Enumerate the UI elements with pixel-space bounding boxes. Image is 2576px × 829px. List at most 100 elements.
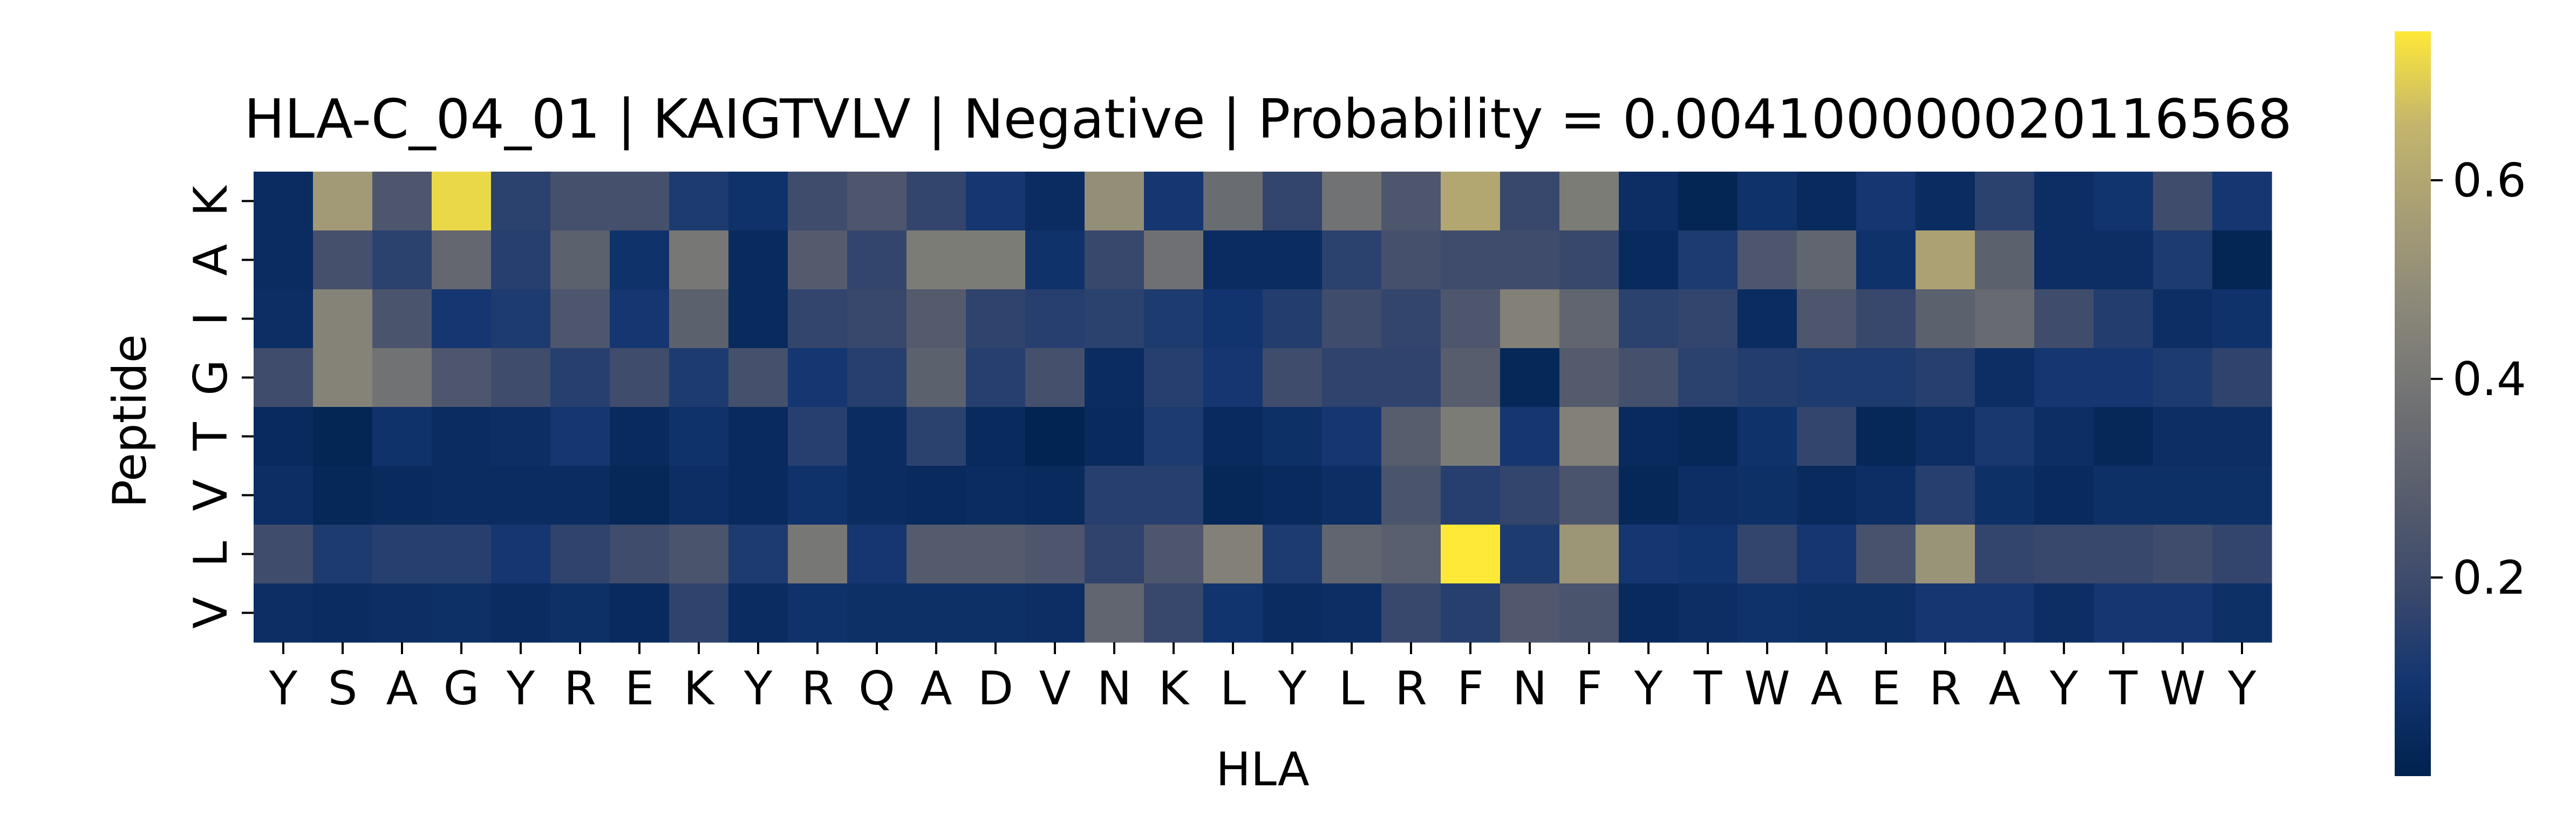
heatmap-cell (1916, 583, 1975, 643)
heatmap-cell (432, 172, 492, 231)
heatmap-cell (1500, 407, 1560, 466)
heatmap-cell (1678, 466, 1738, 525)
heatmap-cell (491, 407, 551, 466)
heatmap-cell (313, 230, 373, 290)
heatmap-cell (550, 289, 610, 349)
x-tick-label: T (2109, 662, 2138, 716)
heatmap-cell (1916, 466, 1975, 525)
heatmap-cell (2094, 230, 2154, 290)
heatmap-cell (610, 407, 670, 466)
heatmap-cell (1500, 172, 1560, 231)
x-tick-label: W (1744, 662, 1790, 716)
heatmap-cell (1381, 289, 1441, 349)
x-tick-label: F (1457, 662, 1483, 716)
heatmap-cell (966, 583, 1026, 643)
heatmap-cell (1025, 230, 1085, 290)
y-tick-label: T (184, 422, 238, 451)
heatmap-cell (1322, 289, 1382, 349)
heatmap-cell (1975, 583, 2035, 643)
heatmap-cell (1144, 466, 1204, 525)
heatmap-cell (1441, 583, 1501, 643)
heatmap-cell (1619, 172, 1679, 231)
heatmap-cell (372, 466, 432, 525)
heatmap-cell (1381, 348, 1441, 407)
heatmap-cell (1025, 525, 1085, 584)
heatmap-cell (550, 583, 610, 643)
heatmap-cell (728, 583, 788, 643)
heatmap-cell (847, 407, 907, 466)
colorbar (2395, 31, 2431, 776)
heatmap-cell (2153, 172, 2213, 231)
heatmap-cell (966, 466, 1026, 525)
heatmap-cell (728, 230, 788, 290)
heatmap-cell (2034, 407, 2094, 466)
heatmap-cell (1975, 525, 2035, 584)
heatmap-cell (1678, 230, 1738, 290)
heatmap-cell (2034, 525, 2094, 584)
heatmap-cell (313, 407, 373, 466)
heatmap-cell (1737, 230, 1797, 290)
heatmap-cell (550, 407, 610, 466)
heatmap-cell (1203, 583, 1263, 643)
heatmap-cell (1441, 230, 1501, 290)
heatmap-cell (2153, 466, 2213, 525)
heatmap-cell (1203, 525, 1263, 584)
colorbar-tick-label: 0.4 (2452, 352, 2526, 406)
heatmap-cell (847, 348, 907, 407)
x-axis-label: HLA (1216, 743, 1310, 797)
x-tick-label: N (1097, 662, 1132, 716)
heatmap-cell (254, 348, 314, 407)
x-tick-label: R (1395, 662, 1427, 716)
heatmap-cell (669, 525, 729, 584)
heatmap-cell (372, 172, 432, 231)
heatmap-cell (372, 289, 432, 349)
heatmap-cell (1500, 466, 1560, 525)
heatmap-cell (1322, 230, 1382, 290)
heatmap-cell (1025, 407, 1085, 466)
heatmap-cell (1619, 407, 1679, 466)
heatmap-cell (491, 172, 551, 231)
heatmap-cell (432, 230, 492, 290)
heatmap-cell (432, 289, 492, 349)
x-tick-label: Y (2049, 662, 2078, 716)
heatmap-cell (432, 466, 492, 525)
heatmap-cell (1263, 348, 1323, 407)
heatmap-cell (1797, 172, 1857, 231)
heatmap-cell (788, 172, 848, 231)
heatmap-cell (2034, 583, 2094, 643)
heatmap-cell (1559, 348, 1619, 407)
heatmap-cell (1203, 172, 1263, 231)
heatmap-cell (1441, 466, 1501, 525)
heatmap-cell (966, 348, 1026, 407)
heatmap-cell (669, 172, 729, 231)
heatmap-cell (1559, 407, 1619, 466)
heatmap-cell (1797, 289, 1857, 349)
x-tick-label: G (444, 662, 480, 716)
heatmap-cell (1085, 466, 1144, 525)
x-tick-label: Y (506, 662, 535, 716)
heatmap-cell (2153, 348, 2213, 407)
heatmap-cell (313, 289, 373, 349)
heatmap-cell (1500, 230, 1560, 290)
x-tick-label: Y (269, 662, 298, 716)
x-tick-label: L (1220, 662, 1246, 716)
x-tick-label: R (801, 662, 834, 716)
heatmap-cell (788, 525, 848, 584)
heatmap-cell (1025, 172, 1085, 231)
x-tick-label: Y (1634, 662, 1663, 716)
heatmap-cell (1916, 525, 1975, 584)
heatmap-cell (1500, 525, 1560, 584)
heatmap-cell (491, 583, 551, 643)
heatmap-cell (1737, 583, 1797, 643)
heatmap-cell (2034, 172, 2094, 231)
heatmap-cell (1441, 289, 1501, 349)
heatmap-cell (1381, 407, 1441, 466)
heatmap-cell (966, 289, 1026, 349)
heatmap-cell (1737, 466, 1797, 525)
heatmap-cell (1085, 583, 1144, 643)
heatmap-cell (1085, 289, 1144, 349)
heatmap-cell (2094, 289, 2154, 349)
heatmap-cell (313, 348, 373, 407)
colorbar-tick-label: 0.2 (2452, 551, 2526, 605)
heatmap-cell (907, 348, 966, 407)
